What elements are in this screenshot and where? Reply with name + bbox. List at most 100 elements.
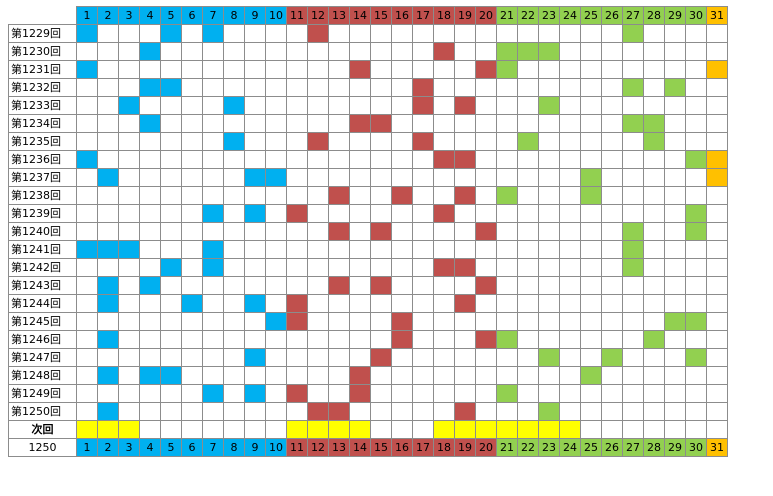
empty-cell <box>139 24 161 43</box>
empty-cell <box>391 258 413 277</box>
empty-cell <box>412 402 434 421</box>
empty-cell <box>118 312 140 331</box>
hit-cell-27 <box>622 24 644 43</box>
next-highlight-cell-18 <box>433 420 455 439</box>
next-empty-cell <box>160 420 182 439</box>
empty-cell <box>265 204 287 223</box>
empty-cell <box>265 366 287 385</box>
empty-cell <box>265 294 287 313</box>
empty-cell <box>496 348 518 367</box>
empty-cell <box>307 186 329 205</box>
empty-cell <box>559 402 581 421</box>
empty-cell <box>370 42 392 61</box>
empty-cell <box>118 132 140 151</box>
draw-label: 第1240回 <box>8 222 77 241</box>
empty-cell <box>559 114 581 133</box>
header-row-number-21: 21 <box>496 6 518 25</box>
empty-cell <box>580 384 602 403</box>
empty-cell <box>538 60 560 79</box>
empty-cell <box>265 222 287 241</box>
empty-cell <box>370 204 392 223</box>
empty-cell <box>244 366 266 385</box>
empty-cell <box>706 24 728 43</box>
draw-label: 第1249回 <box>8 384 77 403</box>
hit-cell-7 <box>202 258 224 277</box>
empty-cell <box>580 348 602 367</box>
empty-cell <box>517 294 539 313</box>
lottery-frequency-grid: 1 2 3 4 5 6 7 8 9 10 11 12 13 14 15 16 17 18 19 20 21 22 23 24 2… <box>8 6 728 457</box>
hit-cell-13 <box>328 402 350 421</box>
hit-cell-4 <box>139 42 161 61</box>
draw-label: 第1246回 <box>8 330 77 349</box>
empty-cell <box>496 240 518 259</box>
header-row-number-27: 27 <box>622 6 644 25</box>
header-row-number-4: 4 <box>139 6 161 25</box>
empty-cell <box>118 258 140 277</box>
empty-cell <box>664 240 686 259</box>
empty-cell <box>244 222 266 241</box>
empty-cell <box>76 402 98 421</box>
hit-cell-23 <box>538 402 560 421</box>
empty-cell <box>349 330 371 349</box>
empty-cell <box>475 312 497 331</box>
empty-cell <box>370 132 392 151</box>
hit-cell-18 <box>433 258 455 277</box>
empty-cell <box>580 78 602 97</box>
empty-cell <box>76 276 98 295</box>
empty-cell <box>475 132 497 151</box>
empty-cell <box>181 312 203 331</box>
draw-row: 第1243回 <box>8 276 728 295</box>
draw-row: 第1247回 <box>8 348 728 367</box>
empty-cell <box>370 60 392 79</box>
empty-cell <box>538 312 560 331</box>
corner-cell <box>8 6 77 25</box>
hit-cell-22 <box>517 132 539 151</box>
hit-cell-30 <box>685 348 707 367</box>
empty-cell <box>559 60 581 79</box>
next-highlight-cell-1 <box>76 420 98 439</box>
empty-cell <box>370 330 392 349</box>
next-highlight-cell-14 <box>349 420 371 439</box>
empty-cell <box>391 114 413 133</box>
empty-cell <box>265 150 287 169</box>
footer-row-number-27: 27 <box>622 438 644 457</box>
hit-cell-28 <box>643 114 665 133</box>
hit-cell-26 <box>601 348 623 367</box>
empty-cell <box>580 330 602 349</box>
empty-cell <box>412 222 434 241</box>
empty-cell <box>664 276 686 295</box>
empty-cell <box>580 258 602 277</box>
empty-cell <box>349 240 371 259</box>
empty-cell <box>76 168 98 187</box>
empty-cell <box>643 222 665 241</box>
empty-cell <box>433 78 455 97</box>
empty-cell <box>328 240 350 259</box>
hit-cell-21 <box>496 186 518 205</box>
hit-cell-13 <box>328 222 350 241</box>
footer-row-number-9: 9 <box>244 438 266 457</box>
hit-cell-1 <box>76 24 98 43</box>
empty-cell <box>622 402 644 421</box>
empty-cell <box>454 384 476 403</box>
empty-cell <box>664 42 686 61</box>
empty-cell <box>328 132 350 151</box>
header-row-number-11: 11 <box>286 6 308 25</box>
empty-cell <box>685 276 707 295</box>
empty-cell <box>244 312 266 331</box>
empty-cell <box>433 402 455 421</box>
empty-cell <box>76 96 98 115</box>
empty-cell <box>433 240 455 259</box>
empty-cell <box>412 312 434 331</box>
empty-cell <box>601 204 623 223</box>
footer-row-number-8: 8 <box>223 438 245 457</box>
header-row-number-15: 15 <box>370 6 392 25</box>
empty-cell <box>286 366 308 385</box>
hit-cell-30 <box>685 222 707 241</box>
empty-cell <box>118 114 140 133</box>
empty-cell <box>97 132 119 151</box>
empty-cell <box>202 132 224 151</box>
empty-cell <box>706 366 728 385</box>
hit-cell-13 <box>328 186 350 205</box>
empty-cell <box>307 78 329 97</box>
empty-cell <box>559 330 581 349</box>
